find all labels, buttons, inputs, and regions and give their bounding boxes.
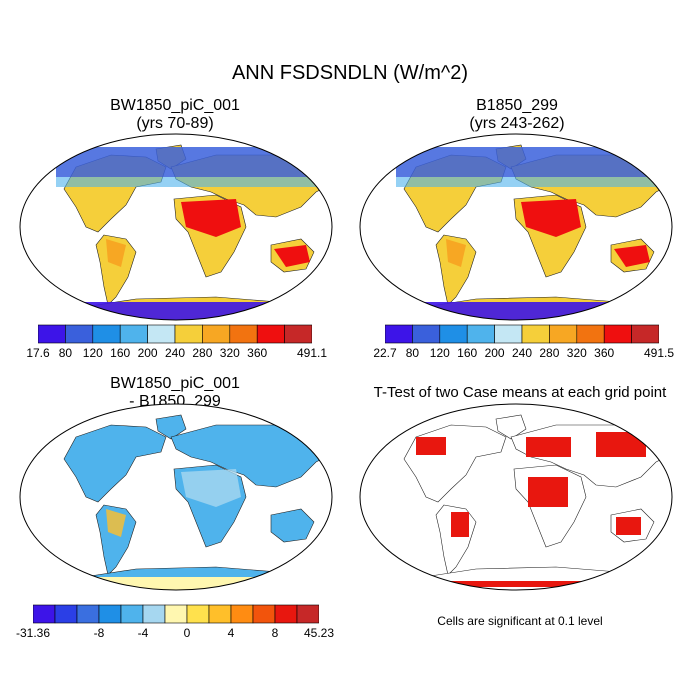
colorbar-swatch bbox=[65, 324, 94, 344]
colorbar-swatch bbox=[284, 324, 312, 344]
colorbar-swatch bbox=[230, 604, 254, 624]
colorbar-tick-label: 80 bbox=[58, 346, 73, 360]
colorbar-tick-label: 22.7 bbox=[373, 346, 397, 360]
colorbar-swatch bbox=[120, 604, 144, 624]
colorbar-swatch bbox=[174, 324, 203, 344]
colorbar-swatch bbox=[603, 324, 632, 344]
panel-title-case1: BW1850_piC_001 (yrs 70-89) bbox=[70, 97, 280, 133]
colorbar-tick-label: 120 bbox=[82, 346, 103, 360]
panel-title-case2-line2: (yrs 243-262) bbox=[469, 115, 565, 132]
panel-title-ttest: T-Test of two Case means at each grid po… bbox=[350, 384, 690, 402]
panel-title-case2: B1850_299 (yrs 243-262) bbox=[412, 97, 622, 133]
colorbar-swatch bbox=[631, 324, 659, 344]
colorbar-swatch bbox=[229, 324, 258, 344]
panel-title-ttest-line1: T-Test of two Case means at each grid po… bbox=[373, 384, 667, 401]
colorbar-swatch bbox=[202, 324, 231, 344]
colorbar-tick-label: 240 bbox=[511, 346, 533, 360]
map-diff bbox=[19, 403, 333, 591]
colorbar-swatch bbox=[208, 604, 232, 624]
colorbar-tick-label: 200 bbox=[137, 346, 158, 360]
colorbar-diff-labels: -31.36 -8 -4 0 4 8 45.23 bbox=[16, 626, 334, 642]
colorbar-tick-label: 360 bbox=[247, 346, 268, 360]
colorbar-tick-label: 320 bbox=[219, 346, 240, 360]
colorbar-tick-label: 240 bbox=[164, 346, 186, 360]
map-ttest bbox=[359, 403, 673, 591]
panel-title-case2-line1: B1850_299 bbox=[476, 97, 558, 114]
colorbar-tick-label: 200 bbox=[484, 346, 505, 360]
colorbar-swatch bbox=[494, 324, 523, 344]
colorbar-tick-label: -4 bbox=[137, 626, 149, 640]
colorbar-tick-label: 280 bbox=[192, 346, 213, 360]
colorbar-case2-labels: 22.7 80 120 160 200 240 280 320 360 491.5 bbox=[373, 346, 674, 362]
colorbar-tick-label: 160 bbox=[110, 346, 131, 360]
colorbar-tick-label: 45.23 bbox=[303, 626, 335, 640]
map-case2 bbox=[359, 133, 673, 321]
colorbar-tick-label: 160 bbox=[457, 346, 478, 360]
colorbar-diff bbox=[33, 604, 319, 624]
colorbar-swatch bbox=[164, 604, 188, 624]
panel-title-diff-line1: BW1850_piC_001 bbox=[110, 375, 240, 392]
ttest-note: Cells are significant at 0.1 level bbox=[437, 614, 603, 628]
colorbar-swatch bbox=[98, 604, 122, 624]
colorbar-swatch bbox=[521, 324, 550, 344]
colorbar-tick-label: 280 bbox=[539, 346, 560, 360]
colorbar-swatch bbox=[385, 324, 413, 344]
colorbar-tick-label: 17.6 bbox=[26, 346, 50, 360]
colorbar-swatch bbox=[147, 324, 176, 344]
colorbar-swatch bbox=[92, 324, 121, 344]
colorbar-tick-label: 491.1 bbox=[296, 346, 328, 360]
colorbar-swatch bbox=[296, 604, 319, 624]
colorbar-tick-label: -31.36 bbox=[15, 626, 51, 640]
colorbar-swatch bbox=[54, 604, 78, 624]
colorbar-case1 bbox=[38, 324, 312, 344]
colorbar-tick-label: 0 bbox=[183, 626, 191, 640]
colorbar-swatch bbox=[142, 604, 166, 624]
panel-title-case1-line1: BW1850_piC_001 bbox=[110, 97, 240, 114]
colorbar-tick-label: -8 bbox=[93, 626, 105, 640]
colorbar-case1-labels: 17.6 80 120 160 200 240 280 320 360 491.1 bbox=[26, 346, 327, 362]
colorbar-swatch bbox=[119, 324, 148, 344]
map-case1 bbox=[19, 133, 333, 321]
colorbar-tick-label: 491.5 bbox=[643, 346, 675, 360]
colorbar-tick-label: 320 bbox=[566, 346, 587, 360]
colorbar-swatch bbox=[412, 324, 441, 344]
colorbar-swatch bbox=[439, 324, 468, 344]
colorbar-swatch bbox=[549, 324, 578, 344]
colorbar-swatch bbox=[274, 604, 298, 624]
colorbar-swatch bbox=[33, 604, 56, 624]
colorbar-swatch bbox=[252, 604, 276, 624]
colorbar-case2 bbox=[385, 324, 659, 344]
colorbar-swatch bbox=[186, 604, 210, 624]
colorbar-swatch bbox=[466, 324, 495, 344]
colorbar-tick-label: 80 bbox=[405, 346, 420, 360]
colorbar-tick-label: 360 bbox=[594, 346, 615, 360]
colorbar-swatch bbox=[576, 324, 605, 344]
colorbar-tick-label: 8 bbox=[271, 626, 279, 640]
colorbar-tick-label: 120 bbox=[429, 346, 450, 360]
colorbar-tick-label: 4 bbox=[227, 626, 235, 640]
colorbar-swatch bbox=[256, 324, 285, 344]
colorbar-swatch bbox=[38, 324, 66, 344]
panel-title-case1-line2: (yrs 70-89) bbox=[136, 115, 214, 132]
colorbar-swatch bbox=[76, 604, 100, 624]
figure-title: ANN FSDSNDLN (W/m^2) bbox=[231, 62, 469, 84]
